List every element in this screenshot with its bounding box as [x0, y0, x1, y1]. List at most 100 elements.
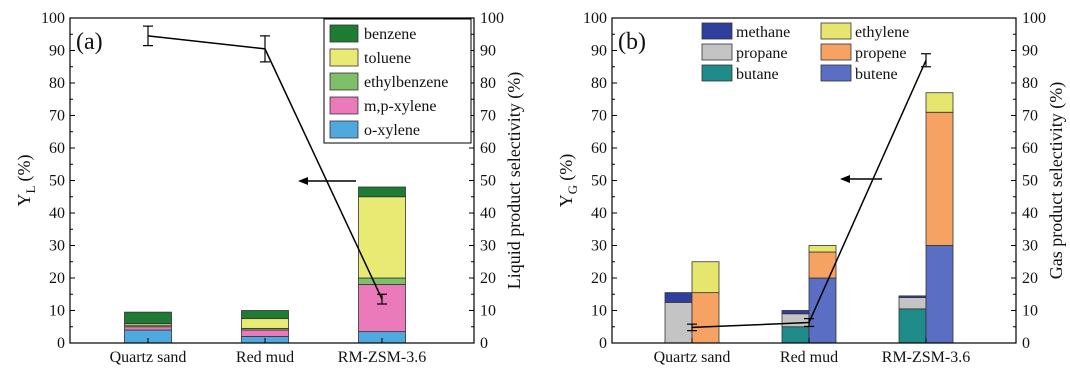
- x-tick-label: Quartz sand: [110, 349, 187, 366]
- axis-arrow-head: [298, 177, 308, 185]
- y-axis-title: YL (%): [14, 155, 38, 207]
- y-axis-title-unit: (%): [14, 155, 35, 182]
- bar-segment-m-p-xylene-0: [124, 326, 172, 331]
- x-tick-label: Quartz sand: [654, 349, 731, 366]
- bar-segment-benzene-0: [124, 311, 172, 324]
- y2-tick-label: 80: [480, 75, 496, 92]
- y2-tick-label: 50: [1022, 173, 1038, 190]
- y-axis-title-subscript: L: [23, 185, 38, 193]
- bar-segment-m-p-xylene-1: [241, 329, 289, 337]
- y-tick-label: 80: [591, 75, 607, 92]
- y2-tick-label: 20: [1022, 270, 1038, 287]
- y-tick-label: 30: [49, 238, 65, 255]
- y2-tick-label: 90: [1022, 43, 1038, 60]
- y2-tick-label: 10: [1022, 303, 1038, 320]
- legend-swatch-ethylbenzene: [329, 72, 359, 91]
- bar-segment-butene-2: [925, 245, 954, 344]
- y2-tick-label: 0: [1022, 335, 1030, 352]
- legend-swatch-propane: [701, 43, 733, 61]
- bar-segment-propene-2: [925, 111, 954, 246]
- legend-swatch-ethylene: [820, 22, 852, 40]
- legend-swatch-m-p-xylene: [329, 96, 359, 115]
- legend-label: toluene: [364, 50, 411, 67]
- y-tick-label: 20: [49, 270, 65, 287]
- bar-segment-methane-1: [781, 310, 810, 315]
- legend-label: butene: [855, 66, 898, 83]
- x-tick-label: RM-ZSM-3.6: [338, 349, 426, 366]
- y2-tick-label: 40: [1022, 205, 1038, 222]
- legend-swatch-butane: [701, 64, 733, 82]
- y-tick-label: 100: [41, 10, 65, 27]
- y2-tick-label: 30: [1022, 238, 1038, 255]
- y-tick-label: 90: [49, 43, 65, 60]
- x-tick-label: RM-ZSM-3.6: [882, 349, 970, 366]
- legend-label: propene: [855, 45, 907, 62]
- y-axis-title-unit: (%): [556, 154, 577, 181]
- bar-segment-m-p-xylene-2: [358, 284, 406, 333]
- y-tick-label: 50: [49, 173, 65, 190]
- y2-tick-label: 20: [480, 270, 496, 287]
- y2-axis-title: Gas product selectivity (%): [1046, 82, 1067, 279]
- bar-segment-ethylbenzene-2: [358, 277, 406, 285]
- bar-segment-ethylene-1: [808, 245, 837, 253]
- bar-segment-ethylene-2: [925, 92, 954, 113]
- y2-tick-label: 0: [480, 335, 488, 352]
- legend-swatch-toluene: [329, 48, 359, 67]
- legend-label: ethylene: [855, 24, 909, 41]
- y2-axis-title: Liquid product selectivity (%): [504, 72, 525, 289]
- bar-segment-toluene-1: [241, 318, 289, 329]
- legend-swatch-benzene: [329, 24, 359, 43]
- legend-label: propane: [736, 45, 788, 62]
- legend-swatch-butene: [820, 64, 852, 82]
- panel-label: (a): [76, 29, 103, 55]
- legend-label: methane: [736, 24, 790, 41]
- bar-segment-toluene-2: [358, 196, 406, 279]
- y-tick-label: 100: [583, 10, 607, 27]
- y2-tick-label: 80: [1022, 75, 1038, 92]
- y-tick-label: 50: [591, 173, 607, 190]
- bar-segment-butane-2: [898, 308, 927, 344]
- y-tick-label: 70: [591, 108, 607, 125]
- bar-segment-butane-1: [781, 326, 810, 344]
- y-tick-label: 0: [599, 335, 607, 352]
- y2-tick-label: 50: [480, 173, 496, 190]
- y-tick-label: 60: [591, 140, 607, 157]
- bar-segment-propene-0: [691, 292, 720, 344]
- y-tick-label: 10: [591, 303, 607, 320]
- y-axis-title: YG (%): [556, 154, 580, 207]
- legend-label: butane: [736, 66, 779, 83]
- y2-tick-label: 90: [480, 43, 496, 60]
- y2-tick-label: 100: [480, 10, 504, 27]
- legend-label: m,p-xylene: [364, 98, 436, 115]
- x-tick-label: Red mud: [236, 349, 294, 366]
- bar-segment-propane-1: [781, 313, 810, 328]
- bar-segment-methane-2: [898, 295, 927, 298]
- y-tick-label: 30: [591, 238, 607, 255]
- bar-segment-benzene-2: [358, 186, 406, 198]
- y2-tick-label: 100: [1022, 10, 1046, 27]
- legend-label: ethylbenzene: [364, 74, 448, 91]
- panel-label: (b): [618, 29, 646, 55]
- bar-segment-methane-0: [664, 292, 693, 303]
- y2-tick-label: 30: [480, 238, 496, 255]
- y2-tick-label: 60: [1022, 140, 1038, 157]
- y-axis-title-main: Y: [556, 194, 576, 207]
- axis-arrow-head: [840, 175, 850, 183]
- y2-tick-label: 70: [1022, 108, 1038, 125]
- chart-panel-a: 0 0 10 10 20 20 30 30 40 40 50 50 60 60 70 70 80 80 90 90 10…: [14, 10, 525, 366]
- y2-tick-label: 60: [480, 140, 496, 157]
- y-axis-title-main: Y: [14, 193, 34, 206]
- bar-segment-benzene-1: [241, 310, 289, 320]
- y2-tick-label: 10: [480, 303, 496, 320]
- y-tick-label: 40: [49, 205, 65, 222]
- y-tick-label: 80: [49, 75, 65, 92]
- bar-segment-propane-0: [664, 301, 693, 344]
- bar-segment-ethylene-0: [691, 261, 720, 294]
- x-tick-label: Red mud: [780, 349, 838, 366]
- legend-label: o-xylene: [364, 122, 420, 139]
- bar-segment-propene-1: [808, 251, 837, 279]
- y-axis-title-subscript: G: [565, 185, 580, 194]
- legend-swatch-propene: [820, 43, 852, 61]
- y-tick-label: 10: [49, 303, 65, 320]
